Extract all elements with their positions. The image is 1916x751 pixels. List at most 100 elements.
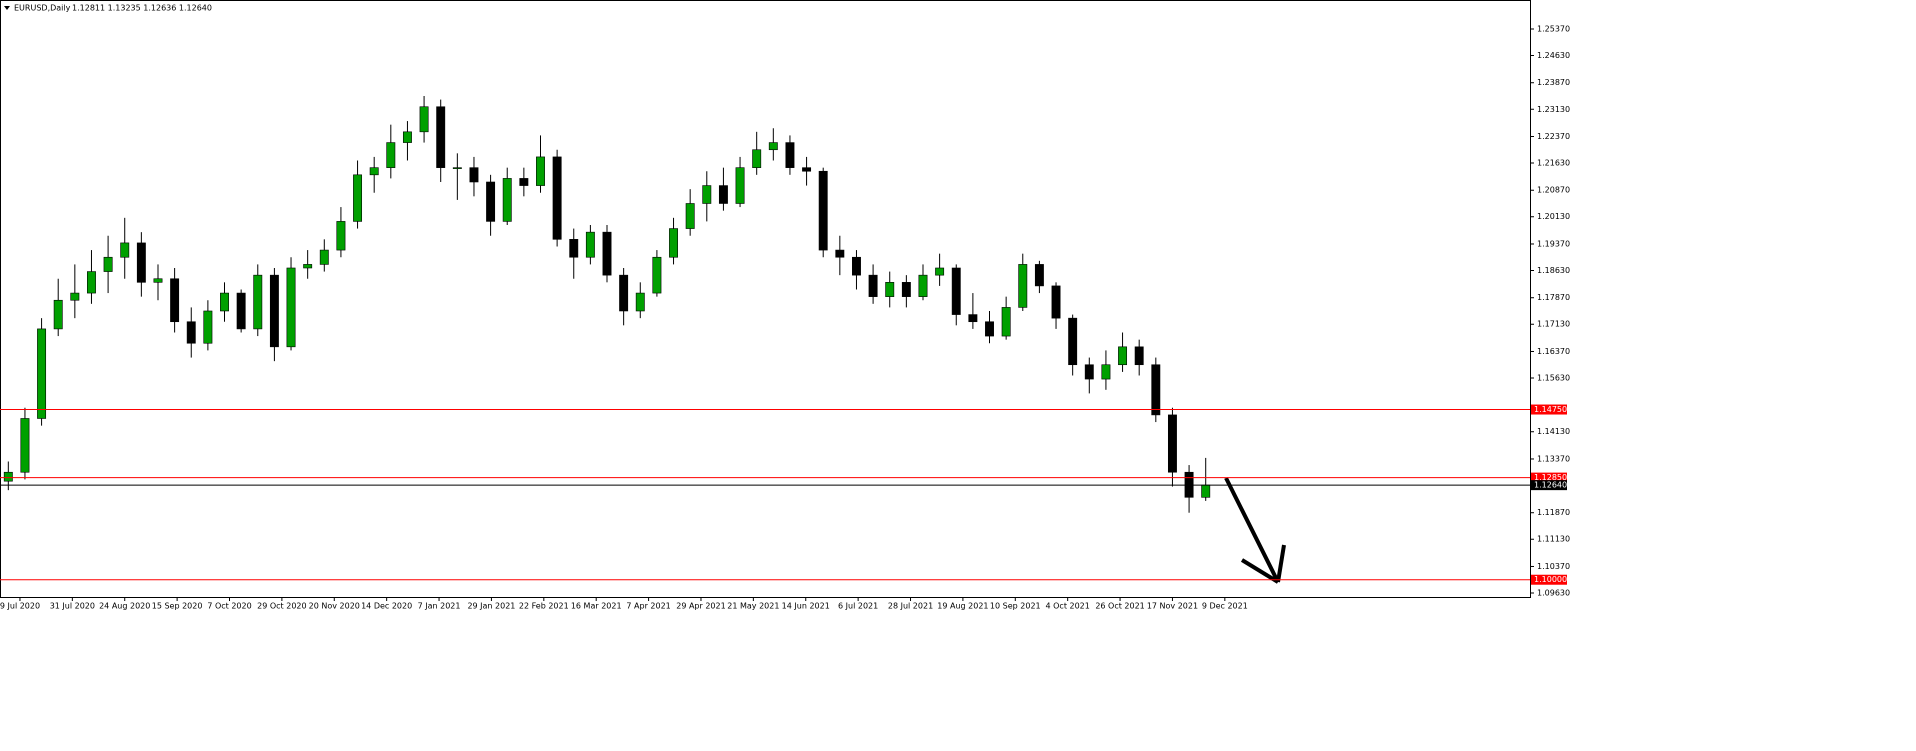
candle-body bbox=[1001, 307, 1011, 337]
candle-body bbox=[120, 242, 130, 258]
candle-body bbox=[103, 256, 113, 272]
candle-body bbox=[852, 256, 861, 276]
candle-body bbox=[619, 274, 629, 312]
candle-body bbox=[419, 106, 429, 133]
candle-body bbox=[353, 174, 363, 222]
arrow bbox=[1224, 477, 1286, 584]
candle-body bbox=[452, 167, 462, 169]
candle-body bbox=[1201, 484, 1211, 498]
x-tick-label: 20 Nov 2020 bbox=[309, 602, 360, 611]
candle-body bbox=[386, 142, 396, 168]
candle-body bbox=[236, 292, 246, 330]
x-tick-label: 22 Feb 2021 bbox=[519, 602, 569, 611]
candle-body bbox=[1051, 285, 1061, 319]
candle-body bbox=[186, 321, 196, 344]
x-tick-label: 24 Aug 2020 bbox=[99, 602, 150, 611]
y-tick-label: 1.17130 bbox=[1537, 320, 1570, 329]
candle-body bbox=[652, 256, 662, 294]
y-tick-label: 1.19370 bbox=[1537, 239, 1570, 248]
candle-body bbox=[1101, 364, 1111, 380]
candle-body bbox=[602, 231, 612, 276]
y-tick-label: 1.10370 bbox=[1537, 562, 1570, 571]
candle-body bbox=[253, 274, 263, 330]
candle-body bbox=[369, 167, 379, 176]
x-tick-label: 29 Apr 2021 bbox=[676, 602, 725, 611]
y-tick-label: 1.20870 bbox=[1537, 186, 1570, 195]
y-tick-label: 1.13370 bbox=[1537, 454, 1570, 463]
x-tick-label: 4 Oct 2021 bbox=[1045, 602, 1089, 611]
level-label: 1.12850 bbox=[1534, 473, 1567, 482]
y-tick-label: 1.14130 bbox=[1537, 427, 1570, 436]
candle-body bbox=[768, 142, 778, 151]
candle-body bbox=[203, 310, 213, 344]
x-tick-label: 6 Jul 2021 bbox=[838, 602, 878, 611]
candle-body bbox=[536, 156, 545, 186]
candle-body bbox=[735, 167, 745, 204]
candle-body bbox=[220, 292, 229, 312]
arrow-shaft bbox=[1224, 477, 1280, 583]
candle-body bbox=[170, 278, 180, 323]
y-tick-label: 1.11870 bbox=[1537, 508, 1570, 517]
candle-body bbox=[685, 203, 695, 229]
candle-body bbox=[752, 149, 762, 168]
candle-body bbox=[153, 278, 163, 283]
y-tick-label: 1.20130 bbox=[1537, 212, 1570, 221]
candle-body bbox=[1167, 414, 1177, 473]
candle-body bbox=[519, 178, 529, 186]
candle-body bbox=[336, 221, 346, 251]
candle-body bbox=[20, 418, 30, 473]
x-tick-label: 16 Mar 2021 bbox=[571, 602, 622, 611]
arrow-head bbox=[1240, 558, 1280, 584]
y-tick-label: 1.09630 bbox=[1537, 588, 1570, 597]
x-tick-label: 9 Jul 2020 bbox=[0, 602, 40, 611]
chart-title: EURUSD,Daily bbox=[14, 4, 71, 13]
candle-body bbox=[53, 299, 63, 330]
candle-body bbox=[835, 249, 845, 258]
menu-triangle[interactable] bbox=[4, 6, 10, 10]
candle-body bbox=[552, 156, 562, 240]
last-price-tag bbox=[1531, 480, 1567, 491]
y-tick-label: 1.17870 bbox=[1537, 293, 1570, 302]
candle-body bbox=[802, 167, 812, 172]
level-label: 1.10000 bbox=[1534, 575, 1567, 584]
x-tick-label: 9 Dec 2021 bbox=[1202, 602, 1248, 611]
candle-body bbox=[951, 267, 961, 315]
x-tick-label: 15 Sep 2020 bbox=[152, 602, 203, 611]
x-tick-label: 17 Nov 2021 bbox=[1147, 602, 1198, 611]
candle-body bbox=[635, 292, 645, 312]
candle-body bbox=[136, 242, 146, 283]
y-tick-label: 1.24630 bbox=[1537, 51, 1570, 60]
plot-frame bbox=[0, 0, 1531, 598]
candle-body bbox=[319, 249, 329, 265]
candle-body bbox=[269, 274, 279, 348]
candle-body bbox=[669, 228, 678, 258]
x-tick-label: 7 Oct 2020 bbox=[207, 602, 251, 611]
x-tick-label: 28 Jul 2021 bbox=[888, 602, 933, 611]
candle-body bbox=[402, 131, 412, 143]
candle-body bbox=[1118, 346, 1128, 366]
candle-body bbox=[985, 321, 994, 337]
x-tick-label: 7 Jan 2021 bbox=[418, 602, 461, 611]
last-price-label: 1.12640 bbox=[1534, 481, 1567, 490]
level-tag bbox=[1531, 472, 1567, 483]
x-tick-label: 26 Oct 2021 bbox=[1095, 602, 1144, 611]
candle-body bbox=[885, 282, 895, 297]
candle-body bbox=[486, 181, 496, 222]
candle-body bbox=[718, 185, 728, 204]
candle-body bbox=[1134, 346, 1144, 366]
x-tick-label: 19 Aug 2021 bbox=[937, 602, 988, 611]
candle-body bbox=[785, 142, 795, 168]
y-tick-label: 1.23130 bbox=[1537, 105, 1570, 114]
x-tick-label: 29 Oct 2020 bbox=[257, 602, 306, 611]
candle-body bbox=[70, 292, 80, 301]
x-tick-label: 29 Jan 2021 bbox=[467, 602, 515, 611]
level-tag bbox=[1531, 404, 1567, 415]
x-tick-label: 10 Sep 2021 bbox=[990, 602, 1041, 611]
y-tick-label: 1.22370 bbox=[1537, 132, 1570, 141]
candle-body bbox=[818, 170, 828, 251]
x-tick-label: 7 Apr 2021 bbox=[626, 602, 670, 611]
candle-body bbox=[502, 178, 512, 222]
level-tag bbox=[1531, 574, 1567, 585]
candle-body bbox=[918, 274, 928, 297]
